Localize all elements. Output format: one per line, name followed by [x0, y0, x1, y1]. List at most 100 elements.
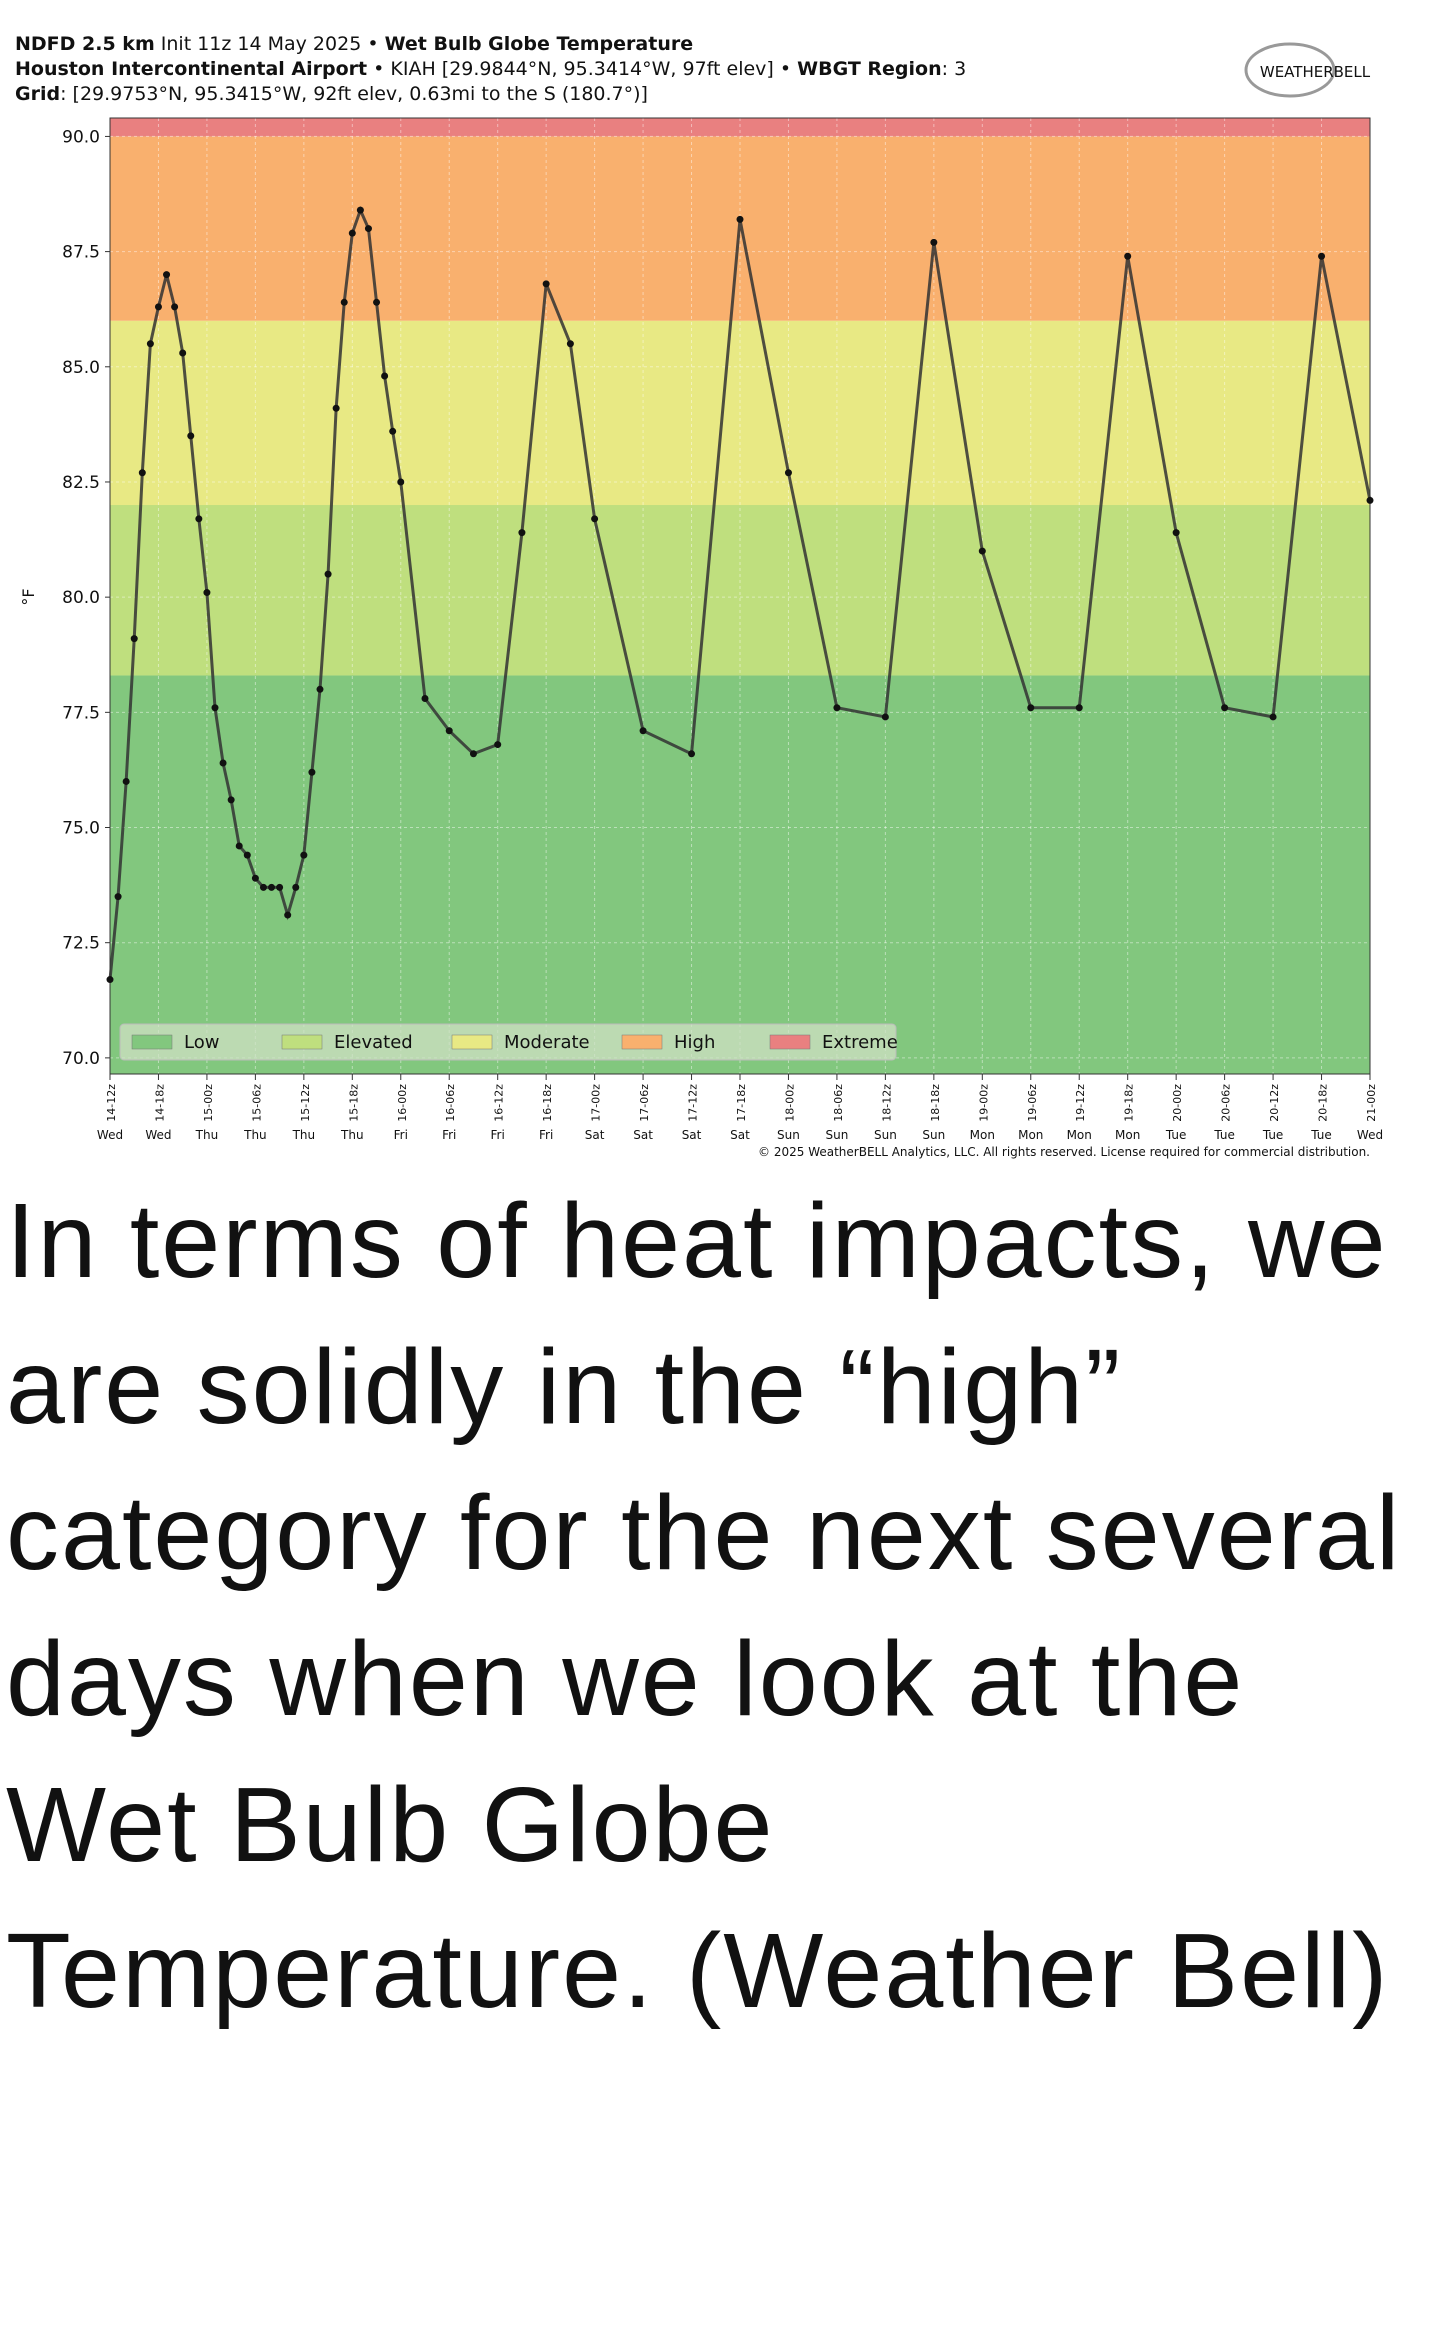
point — [138, 469, 146, 477]
header-segment: Grid — [15, 83, 60, 105]
day-label: Tue — [1310, 1128, 1332, 1142]
x-tick-label: 18-18z — [929, 1084, 942, 1122]
point — [348, 229, 356, 237]
point — [259, 883, 267, 891]
day-label: Tue — [1213, 1128, 1235, 1142]
x-tick-label: 18-06z — [832, 1084, 845, 1122]
legend-swatch — [281, 1034, 323, 1050]
point — [316, 685, 324, 693]
point — [881, 713, 889, 721]
y-tick-label: 75.0 — [62, 819, 100, 839]
point — [356, 206, 364, 214]
day-label: Fri — [539, 1128, 553, 1142]
day-label: Thu — [292, 1128, 316, 1142]
day-label: Sun — [874, 1128, 897, 1142]
header-segment: Houston Intercontinental Airport — [15, 58, 367, 80]
x-tick-label: 15-12z — [299, 1084, 312, 1122]
point — [978, 547, 986, 555]
point — [251, 874, 259, 882]
point — [1269, 713, 1277, 721]
x-tick-label: 14-12z — [105, 1084, 118, 1122]
x-tick-label: 14-18z — [153, 1084, 166, 1122]
x-tick-label: 15-06z — [250, 1084, 263, 1122]
legend-swatch — [451, 1034, 493, 1050]
legend-swatch — [621, 1034, 663, 1050]
day-label: Thu — [340, 1128, 364, 1142]
x-tick-label: 17-06z — [638, 1084, 651, 1122]
header-segment: : [29.9753°N, 95.3415°W, 92ft elev, 0.63… — [60, 83, 648, 105]
point — [211, 704, 219, 712]
point — [1075, 704, 1083, 712]
point — [195, 515, 203, 523]
point — [292, 883, 300, 891]
chart: NDFD 2.5 km Init 11z 14 May 2025 • Wet B… — [15, 33, 1383, 1159]
day-label: Thu — [195, 1128, 219, 1142]
point — [389, 427, 397, 435]
x-tick-label: 21-00z — [1365, 1084, 1378, 1122]
day-label: Tue — [1165, 1128, 1187, 1142]
point — [381, 372, 389, 380]
point — [276, 883, 284, 891]
day-label: Sat — [585, 1128, 605, 1142]
point — [397, 478, 405, 486]
point — [1366, 496, 1374, 504]
point — [114, 893, 122, 901]
point — [163, 271, 171, 279]
caption: In terms of heat impacts, we are solidly… — [6, 1182, 1402, 2030]
logo-swirl — [1244, 42, 1336, 98]
y-tick-label: 72.5 — [62, 934, 100, 954]
x-tick-label: 16-12z — [493, 1084, 506, 1122]
point — [171, 303, 179, 311]
header-segment: : 3 — [942, 58, 967, 80]
point — [1318, 252, 1326, 260]
header-segment: Init 11z 14 May 2025 • — [155, 33, 385, 55]
day-label: Wed — [1357, 1128, 1383, 1142]
point — [469, 750, 477, 758]
day-label: Mon — [1067, 1128, 1092, 1142]
point — [1027, 704, 1035, 712]
point — [235, 842, 243, 850]
day-label: Fri — [491, 1128, 505, 1142]
y-axis-label: °F — [19, 588, 38, 605]
band — [110, 118, 1370, 137]
x-tick-label: 20-18z — [1317, 1084, 1330, 1122]
point — [364, 225, 372, 233]
point — [187, 432, 195, 440]
legend-box — [119, 1023, 897, 1061]
day-label: Sun — [922, 1128, 945, 1142]
day-label: Sun — [777, 1128, 800, 1142]
point — [833, 704, 841, 712]
y-tick-label: 77.5 — [62, 703, 100, 723]
day-label: Fri — [394, 1128, 408, 1142]
point — [639, 727, 647, 735]
x-tick-label: 18-00z — [783, 1084, 796, 1122]
x-tick-label: 20-00z — [1171, 1084, 1184, 1122]
logo: WEATHERBELL — [1260, 63, 1371, 81]
x-tick-label: 19-00z — [977, 1084, 990, 1122]
legend-label: High — [674, 1032, 715, 1053]
x-tick-label: 17-12z — [687, 1084, 700, 1122]
point — [421, 695, 429, 703]
y-tick-label: 85.0 — [62, 358, 100, 378]
point — [324, 570, 332, 578]
header-segment: • KIAH [29.9844°N, 95.3414°W, 97ft elev]… — [367, 58, 797, 80]
plot-frame — [109, 117, 1371, 1075]
legend-label: Extreme — [822, 1032, 898, 1053]
point — [308, 768, 316, 776]
x-tick-label: 19-06z — [1026, 1084, 1039, 1122]
day-label: Fri — [442, 1128, 456, 1142]
point — [146, 340, 154, 348]
point — [106, 976, 114, 984]
point — [930, 238, 938, 246]
day-label: Sat — [682, 1128, 702, 1142]
point — [243, 851, 251, 859]
point — [373, 298, 381, 306]
day-label: Mon — [1115, 1128, 1140, 1142]
point — [268, 883, 276, 891]
point — [542, 280, 550, 288]
point — [688, 750, 696, 758]
header-segment: WBGT Region — [797, 58, 942, 80]
point — [219, 759, 227, 767]
point — [300, 851, 308, 859]
